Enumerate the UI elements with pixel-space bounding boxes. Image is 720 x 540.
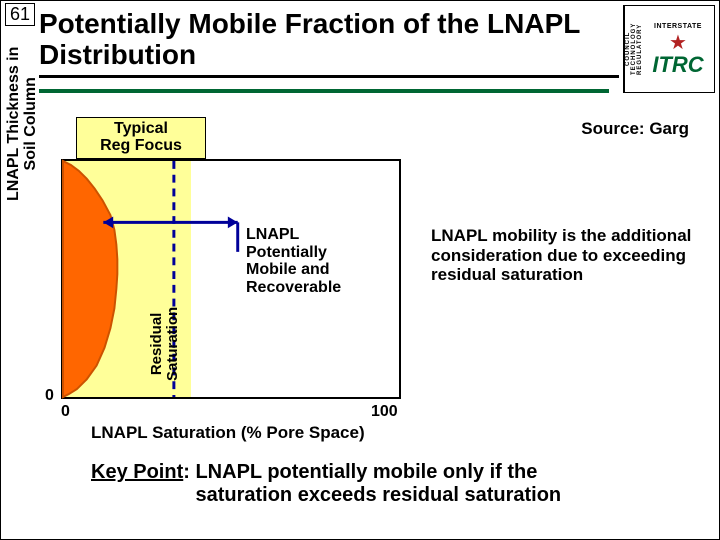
reg-focus-l2: Reg Focus (77, 138, 205, 155)
page-title: Potentially Mobile Fraction of the LNAPL… (39, 9, 619, 75)
source-label: Source: Garg (581, 119, 689, 139)
x-axis-label: LNAPL Saturation (% Pore Space) (91, 423, 365, 443)
resid-l1: Residual (149, 307, 165, 381)
header: Potentially Mobile Fraction of the LNAPL… (39, 9, 619, 78)
body-text: LNAPL mobility is the additional conside… (431, 226, 701, 285)
chart (61, 159, 401, 399)
y-axis-label: LNAPL Thickness in Soil Column (6, 47, 40, 201)
chart-annotation: LNAPL Potentially Mobile and Recoverable (246, 226, 341, 296)
reg-focus-callout: Typical Reg Focus (76, 117, 206, 159)
y-origin: 0 (45, 387, 54, 405)
logo-main: INTERSTATE ★ ITRC (642, 6, 714, 92)
x-max: 100 (371, 403, 398, 421)
ylabel-l2: Soil Column (23, 47, 40, 201)
header-underline (39, 89, 609, 93)
saturation-curve (63, 161, 117, 397)
resid-l2: Saturation (165, 307, 181, 381)
logo-word: REGULATORY (637, 23, 643, 74)
logo-interstate: INTERSTATE (654, 23, 702, 30)
x-origin: 0 (61, 403, 70, 421)
key-point-line1: : LNAPL potentially mobile only if the (183, 461, 537, 483)
annot-l3: Mobile and (246, 261, 341, 279)
key-point: Key Point: LNAPL potentially mobile only… (91, 461, 561, 507)
itrc-logo: COUNCIL TECHNOLOGY REGULATORY INTERSTATE… (623, 5, 715, 93)
logo-text: ITRC (652, 55, 703, 75)
annot-l2: Potentially (246, 244, 341, 262)
reg-focus-l1: Typical (77, 121, 205, 138)
logo-sidebar: COUNCIL TECHNOLOGY REGULATORY (624, 6, 642, 92)
key-point-line2: saturation exceeds residual saturation (195, 484, 561, 506)
annot-l4: Recoverable (246, 279, 341, 297)
chart-svg (63, 161, 399, 397)
mobile-arrow (103, 216, 237, 251)
page-number: 61 (5, 3, 35, 26)
key-point-label: Key Point (91, 461, 183, 483)
residual-label: Residual Saturation (149, 307, 181, 381)
annot-l1: LNAPL (246, 226, 341, 244)
ylabel-l1: LNAPL Thickness in (6, 47, 23, 201)
